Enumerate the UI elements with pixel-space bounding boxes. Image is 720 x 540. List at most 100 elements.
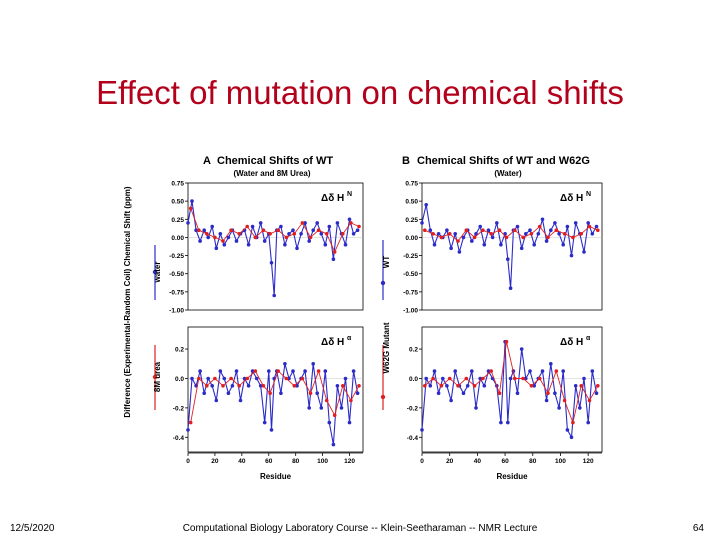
data-point — [349, 398, 353, 403]
data-point — [279, 391, 283, 396]
data-point — [445, 228, 449, 232]
data-point — [489, 232, 494, 236]
data-point — [565, 224, 570, 229]
data-point — [210, 224, 214, 229]
data-point — [590, 232, 595, 236]
data-point — [578, 406, 582, 410]
panel-label: Δδ H — [560, 337, 583, 348]
data-point — [478, 376, 483, 381]
y-tick-label: -0.50 — [403, 271, 418, 278]
data-point — [573, 384, 578, 388]
data-point — [499, 420, 503, 425]
y-tick-label: 0.2 — [409, 347, 418, 354]
data-point — [428, 384, 433, 388]
series-water — [186, 362, 360, 447]
data-point — [327, 420, 332, 425]
data-point — [188, 420, 193, 425]
data-point — [186, 428, 190, 432]
data-point — [316, 369, 321, 373]
data-point — [253, 235, 258, 240]
data-point — [445, 384, 449, 388]
y-tick-label: 0.25 — [405, 217, 418, 224]
data-point — [341, 232, 345, 236]
x-tick-label: 100 — [317, 458, 328, 465]
legend-a-urea: 8M urea — [152, 345, 162, 410]
data-point — [544, 239, 549, 243]
y-tick-label: -0.75 — [403, 289, 418, 296]
data-point — [586, 420, 590, 425]
data-point — [186, 221, 190, 225]
y-tick-label: 0.50 — [171, 199, 184, 206]
data-point — [229, 376, 233, 381]
data-point — [532, 384, 536, 388]
data-point — [506, 420, 510, 425]
data-point — [218, 369, 223, 373]
data-point — [489, 369, 494, 373]
x-tick-label: 0 — [420, 458, 424, 465]
data-point — [332, 250, 337, 254]
panel-hn: 0.75 0.50 0.25 0.00 -0.25 -0.50 -0.75 -1.00 Δδ H… — [169, 181, 364, 315]
data-point — [582, 376, 586, 381]
data-point — [569, 435, 574, 440]
data-point — [261, 384, 266, 388]
figure-a-subtitle: (Water and 8M Urea) — [233, 169, 310, 178]
data-point — [554, 228, 559, 232]
data-point — [561, 242, 565, 247]
legend-b-mutant-label: W62G Mutant — [382, 322, 391, 373]
data-point — [424, 376, 429, 381]
data-point — [218, 232, 223, 236]
data-point — [519, 347, 524, 351]
y-tick-label: -0.4 — [407, 435, 419, 442]
data-point — [299, 232, 303, 236]
data-point — [594, 224, 599, 229]
data-point — [537, 224, 542, 229]
y-axis-label: Difference (Experimental-Random Coil) Ch… — [123, 186, 132, 417]
data-point — [521, 235, 525, 240]
data-point — [276, 228, 281, 232]
y-tick-label: -0.25 — [403, 253, 418, 260]
data-point — [464, 376, 469, 381]
data-point — [562, 398, 567, 403]
data-point — [246, 242, 251, 247]
data-point — [258, 221, 263, 225]
data-point — [323, 369, 328, 373]
data-point — [432, 369, 437, 373]
data-point — [343, 376, 348, 381]
series-w62g-mutant — [423, 224, 600, 243]
y-tick-label: -0.50 — [169, 271, 184, 278]
data-point — [355, 391, 360, 396]
data-point — [482, 384, 487, 388]
x-tick-label: 100 — [555, 458, 566, 465]
y-tick-label: 0.75 — [405, 181, 418, 188]
data-point — [432, 242, 437, 247]
data-point — [528, 369, 532, 373]
data-point — [355, 228, 360, 232]
data-point — [300, 376, 305, 381]
panel-frame — [187, 326, 364, 453]
data-point — [295, 384, 299, 388]
data-point — [540, 369, 545, 373]
data-point — [481, 228, 485, 232]
data-point — [197, 228, 201, 232]
data-point — [461, 235, 466, 240]
data-point — [456, 384, 460, 388]
data-point — [268, 232, 272, 236]
data-point — [436, 232, 441, 236]
data-point — [553, 391, 557, 396]
data-point — [349, 221, 353, 225]
data-point — [537, 376, 542, 381]
data-point — [447, 376, 452, 381]
figure-b-letter: B — [402, 155, 410, 167]
data-point — [213, 235, 217, 240]
data-point — [213, 376, 217, 381]
data-point — [234, 239, 239, 243]
data-point — [495, 221, 499, 225]
data-point — [420, 428, 424, 432]
data-point — [190, 376, 194, 381]
data-point — [205, 232, 209, 236]
y-tick-label: 0.00 — [405, 235, 418, 242]
data-point — [194, 228, 198, 232]
data-point — [315, 391, 320, 396]
data-point — [461, 391, 466, 396]
data-point — [222, 376, 227, 381]
